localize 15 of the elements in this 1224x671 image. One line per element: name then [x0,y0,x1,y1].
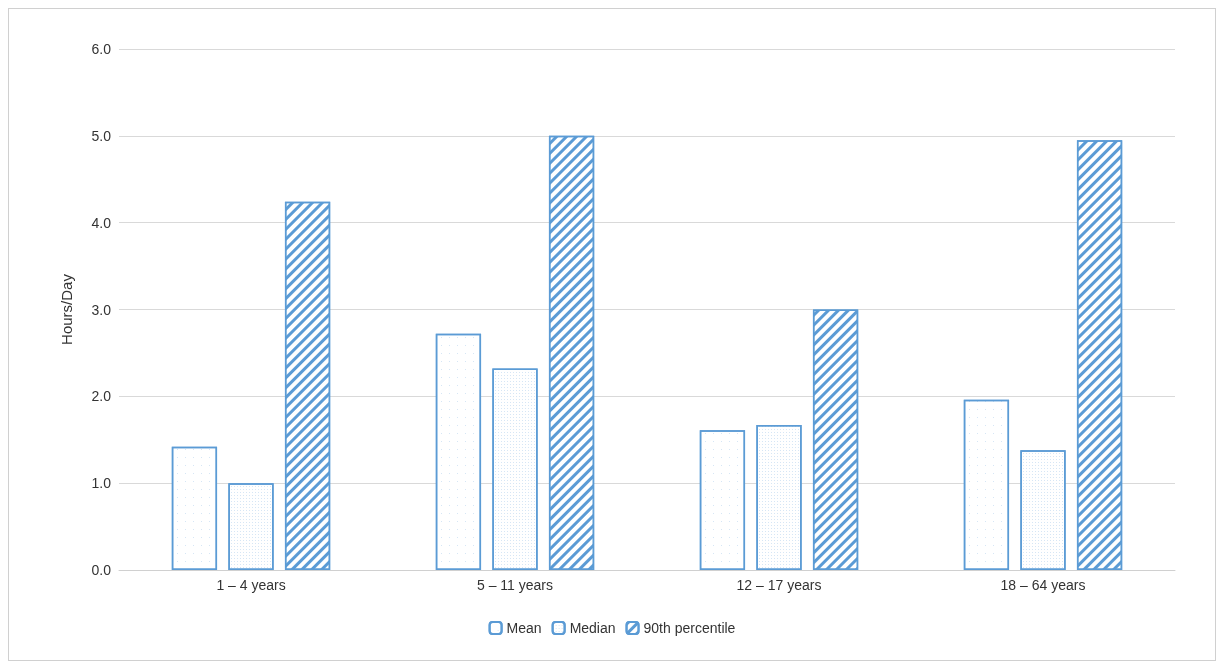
legend-label: Median [569,620,616,636]
y-tick-label: 2.0 [91,388,112,405]
y-axis-title: Hours/Day [58,273,75,345]
y-tick-label: 0.0 [91,562,112,578]
y-tick-label: 3.0 [91,301,112,318]
x-tick-label: 1 – 4 years [216,577,286,593]
y-tick-label: 4.0 [91,214,112,231]
y-tick-label: 6.0 [91,41,112,57]
y-tick-label: 5.0 [91,127,112,144]
x-tick-label: 5 – 11 years [476,577,554,593]
legend-label: 90th percentile [643,620,736,636]
x-tick-label: 18 – 64 years [1000,577,1086,593]
legend-label: Mean [506,620,542,636]
x-tick-label: 12 – 17 years [736,577,822,593]
y-tick-label: 1.0 [91,475,112,492]
